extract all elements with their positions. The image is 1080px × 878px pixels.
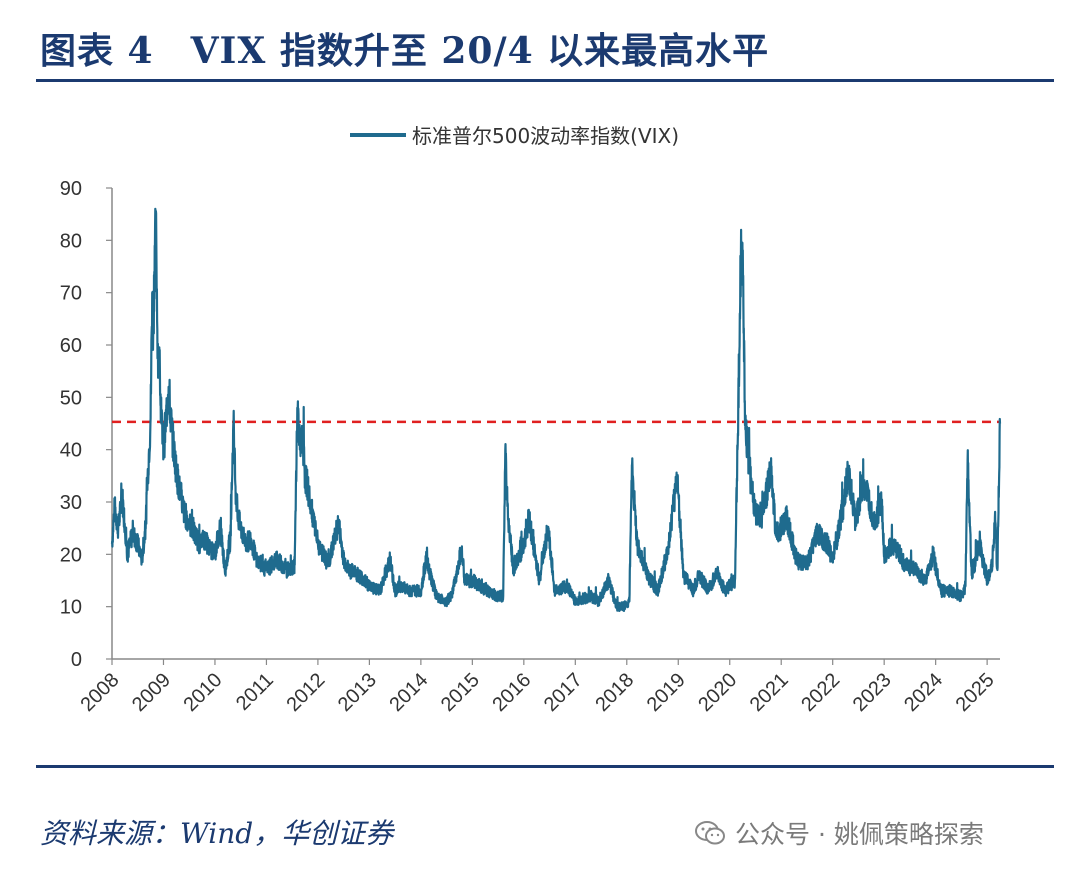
x-tick-label: 2012 <box>282 669 329 716</box>
vix-line-chart: 0 10 20 30 40 50 60 70 80 90 2008 2009 2010 2011 2012… <box>60 178 1002 716</box>
x-tick-label: 2018 <box>591 669 638 716</box>
watermark: 公众号 · 姚佩策略探索 <box>695 815 984 851</box>
x-tick-label: 2016 <box>488 669 535 716</box>
y-tick-label: 50 <box>60 387 82 409</box>
y-tick-label: 20 <box>60 544 82 566</box>
y-tick-label: 70 <box>60 283 82 305</box>
x-tick-label: 2020 <box>694 669 741 716</box>
x-tick-label: 2015 <box>437 669 484 716</box>
x-tick-label: 2019 <box>643 669 690 716</box>
figure-title: 图表 4 VIX 指数升至 20/4 以来最高水平 <box>40 30 770 72</box>
y-tick-label: 30 <box>60 492 82 514</box>
x-tick-label: 2024 <box>900 669 947 716</box>
y-tick-label: 0 <box>71 649 82 671</box>
series-group <box>110 207 1002 612</box>
y-tick-label: 10 <box>60 597 82 619</box>
x-tick-label: 2008 <box>77 669 124 716</box>
wechat-icon <box>695 821 725 845</box>
x-tick-label: 2025 <box>952 669 999 716</box>
x-tick-label: 2014 <box>385 669 432 716</box>
x-axis: 2008 2009 2010 2011 2012 2013 2014 2015 2016 2017… <box>77 658 1000 716</box>
y-tick-label: 80 <box>60 230 82 252</box>
title-rule <box>36 79 1054 82</box>
x-tick-label: 2010 <box>179 669 226 716</box>
footer-rule <box>36 765 1054 768</box>
x-tick-label: 2021 <box>746 669 793 716</box>
x-tick-label: 2017 <box>540 669 587 716</box>
x-tick-label: 2013 <box>334 669 381 716</box>
y-tick-label: 90 <box>60 178 82 200</box>
x-tick-label: 2011 <box>232 669 278 715</box>
legend-swatch <box>350 132 406 137</box>
y-tick-label: 40 <box>60 440 82 462</box>
x-tick-label: 2022 <box>797 669 844 716</box>
legend-label: 标准普尔500波动率指数(VIX) <box>412 124 680 148</box>
series-line-0 <box>110 207 1002 612</box>
x-tick-label: 2023 <box>849 669 896 716</box>
x-tick-label: 2009 <box>128 669 175 716</box>
chart-legend: 标准普尔500波动率指数(VIX) <box>350 120 679 149</box>
watermark-text: 公众号 · 姚佩策略探索 <box>735 820 984 849</box>
y-axis: 0 10 20 30 40 50 60 70 80 90 <box>60 178 113 671</box>
y-tick-label: 60 <box>60 335 82 357</box>
source-note: 资料来源：Wind，华创证券 <box>40 817 394 850</box>
